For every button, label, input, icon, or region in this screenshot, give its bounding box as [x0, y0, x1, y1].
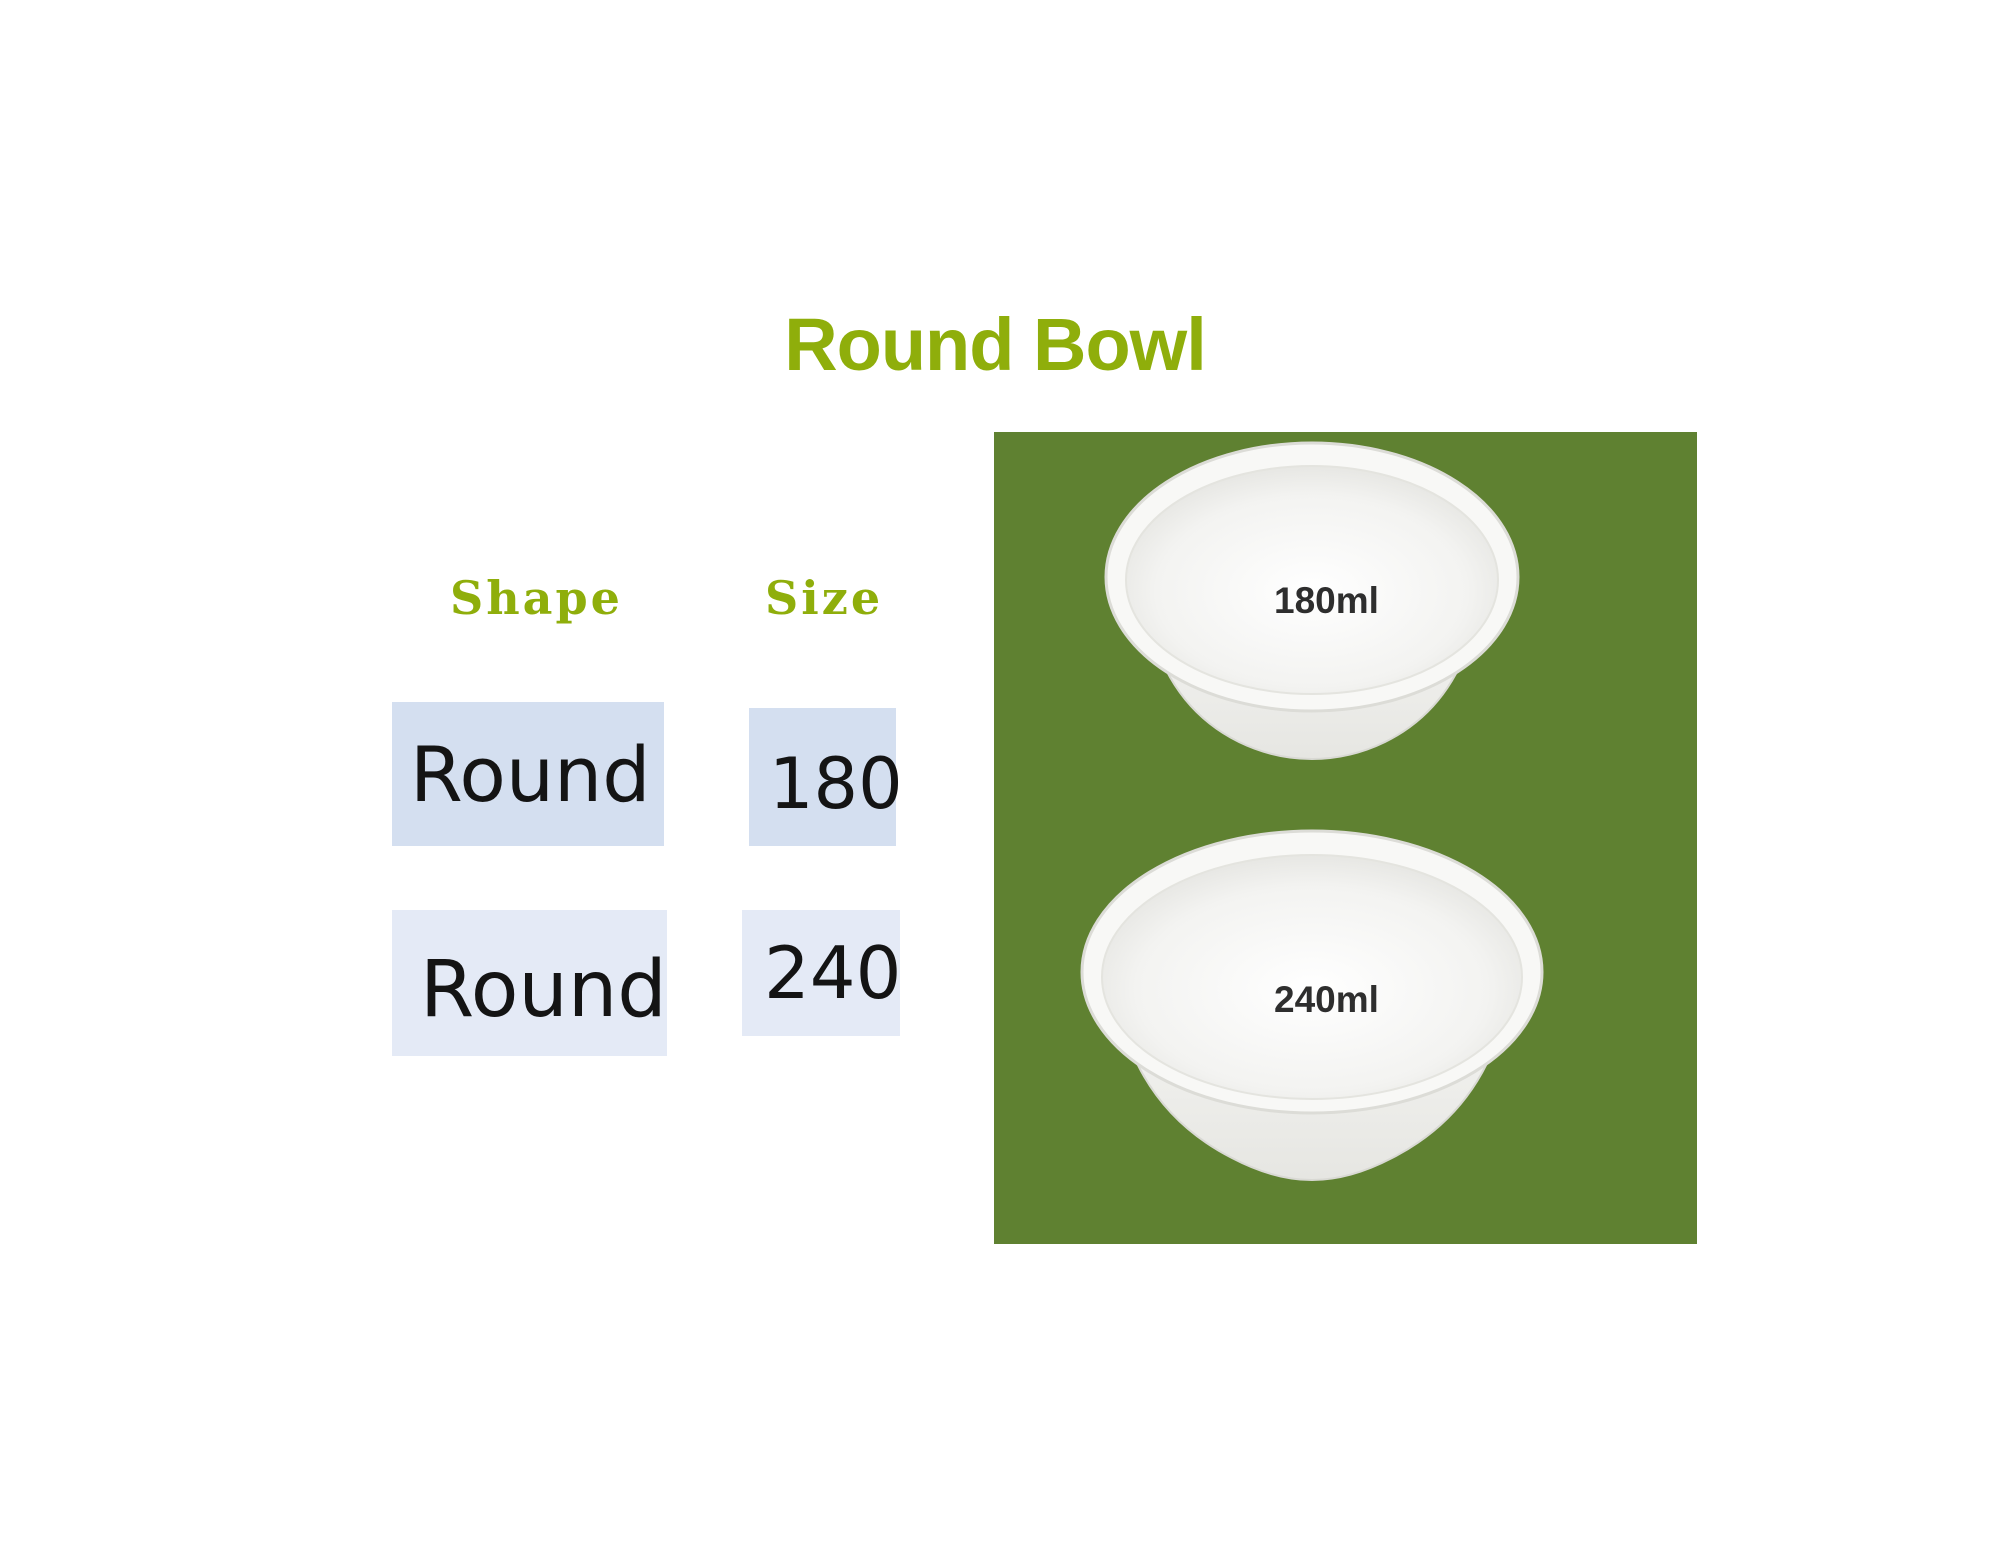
bowls-illustration	[1080, 441, 1544, 1182]
bowl-240ml	[1080, 829, 1544, 1182]
bowl-180ml-label: 180ml	[1274, 580, 1379, 621]
bowl-180ml	[1104, 441, 1520, 761]
shape-cell-row-2: Round	[392, 910, 667, 1056]
product-photo: 180ml 240ml	[994, 432, 1697, 1244]
shape-cell-row-1: Round	[392, 702, 664, 846]
bowl-240ml-label: 240ml	[1274, 979, 1379, 1020]
shape-column-header: Shape	[450, 571, 623, 625]
size-cell-row-2: 240	[742, 910, 901, 1036]
size-column-header: Size	[765, 571, 884, 625]
size-cell-row-1: 180	[749, 708, 903, 846]
page-title: Round Bowl	[784, 303, 1207, 386]
